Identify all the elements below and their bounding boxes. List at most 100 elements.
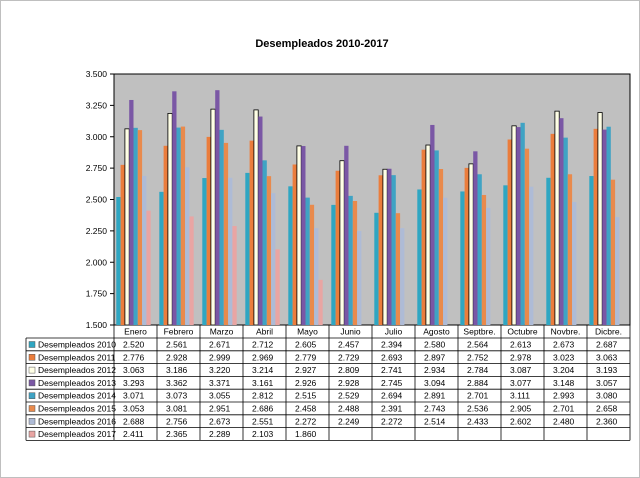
data-label: 2.745: [381, 378, 403, 388]
bar: Desempleados 2016 - Abril: 2.551: [271, 193, 276, 325]
data-label: 2.993: [553, 391, 575, 401]
data-label: 3.186: [166, 365, 188, 375]
bar: Desempleados 2011 - Abril: 2.969: [249, 140, 254, 325]
bar: Desempleados 2012 - Junio: 2.809: [339, 160, 345, 326]
x-tick-label: Marzo: [210, 327, 234, 337]
data-label: 2.891: [424, 391, 446, 401]
bar: Desempleados 2011 - Octubre: 2.978: [507, 139, 512, 325]
data-label: 3.063: [596, 352, 618, 362]
bar: Desempleados 2011 - Febrero: 2.928: [163, 145, 168, 325]
data-label: 2.809: [338, 365, 360, 375]
bar: Desempleados 2010 - Julio: 2.394: [374, 212, 379, 325]
x-tick-label: Enero: [124, 327, 147, 337]
data-label: 2.613: [510, 340, 532, 350]
bar: Desempleados 2013 - Marzo: 3.371: [215, 90, 220, 325]
bar: Desempleados 2012 - Julio: 2.741: [382, 168, 388, 326]
data-label: 2.365: [166, 429, 188, 439]
bar: Desempleados 2014 - Dicbre.: 3.080: [606, 126, 611, 326]
x-tick-label: Septbre.: [463, 327, 495, 337]
data-label: 3.063: [123, 365, 145, 375]
data-label: 2.884: [467, 378, 489, 388]
bar: Desempleados 2017 - Febrero: 2.365: [189, 216, 194, 325]
bar: Desempleados 2013 - Julio: 2.745: [387, 168, 392, 325]
data-label: 2.688: [123, 416, 145, 426]
data-label: 3.077: [510, 378, 532, 388]
legend-swatch: [28, 392, 36, 399]
data-label: 2.978: [510, 352, 532, 362]
bar: Desempleados 2016 - Marzo: 2.673: [228, 177, 233, 325]
bar: Desempleados 2011 - Julio: 2.693: [378, 175, 383, 325]
data-label: 2.693: [381, 352, 403, 362]
data-label: 2.520: [123, 340, 145, 350]
data-label: 2.580: [424, 340, 446, 350]
bar: Desempleados 2011 - Mayo: 2.779: [292, 164, 297, 325]
legend-swatch: [28, 379, 36, 387]
bar: Desempleados 2015 - Septbre.: 2.536: [481, 194, 487, 325]
data-label: 2.602: [510, 416, 532, 426]
legend-label: Desempleados 2012: [38, 365, 116, 375]
legend-swatch: [28, 341, 36, 348]
data-label: 2.411: [123, 429, 144, 439]
bar: Desempleados 2011 - Agosto: 2.897: [421, 149, 426, 325]
legend-label: Desempleados 2013: [38, 378, 116, 388]
bar: Desempleados 2012 - Octubre: 3.087: [511, 125, 517, 326]
data-label: 2.488: [338, 404, 360, 414]
bar: Desempleados 2016 - Novbre.: 2.480: [572, 202, 577, 325]
data-label: 3.148: [553, 378, 575, 388]
bar: Desempleados 2016 - Octubre: 2.602: [529, 186, 534, 325]
x-tick-label: Junio: [340, 327, 361, 337]
data-label: 1.860: [295, 429, 317, 439]
bar: Desempleados 2015 - Enero: 3.053: [137, 130, 143, 325]
bar: Desempleados 2015 - Marzo: 2.951: [223, 142, 229, 325]
bar: Desempleados 2010 - Junio: 2.457: [331, 204, 336, 325]
legend-swatch: [28, 354, 36, 361]
data-label: 2.480: [553, 416, 575, 426]
bar: Desempleados 2012 - Marzo: 3.220: [210, 108, 216, 326]
bars: Desempleados 2010 - Enero: 2.520Desemple…: [116, 90, 620, 326]
data-label: 2.701: [467, 391, 489, 401]
bar: Desempleados 2015 - Abril: 2.686: [266, 176, 272, 325]
bar: Desempleados 2012 - Mayo: 2.927: [296, 145, 302, 326]
bar: Desempleados 2015 - Agosto: 2.743: [438, 169, 444, 325]
data-label: 2.776: [123, 352, 145, 362]
x-tick-label: Julio: [385, 327, 403, 337]
x-tick-label: Novbre.: [551, 327, 581, 337]
legend-label: Desempleados 2014: [38, 391, 116, 401]
data-label: 2.457: [338, 340, 360, 350]
data-label: 2.694: [381, 391, 403, 401]
data-label: 3.087: [510, 365, 532, 375]
bar: Desempleados 2012 - Septbre.: 2.784: [468, 163, 474, 326]
data-label: 2.756: [166, 416, 188, 426]
bar: Desempleados 2015 - Dicbre.: 2.658: [610, 179, 616, 325]
data-label: 2.934: [424, 365, 446, 375]
bar: Desempleados 2010 - Enero: 2.520: [116, 196, 121, 325]
legend-label: Desempleados 2011: [38, 352, 116, 362]
data-label: 2.360: [596, 416, 618, 426]
legend-label: Desempleados 2017: [38, 429, 116, 439]
data-label: 3.193: [596, 365, 618, 375]
bar: Desempleados 2016 - Junio: 2.249: [357, 231, 362, 325]
bar: Desempleados 2013 - Mayo: 2.926: [301, 146, 306, 325]
bar: Desempleados 2011 - Enero: 2.776: [120, 164, 125, 325]
bar: Desempleados 2014 - Agosto: 2.891: [434, 150, 439, 325]
data-label: 2.743: [424, 404, 446, 414]
data-label: 2.926: [295, 378, 317, 388]
y-tick-label: 1.500: [86, 320, 108, 330]
bar: Desempleados 2010 - Abril: 2.712: [245, 172, 250, 325]
data-table: Enero Febrero Marzo Abril Mayo Junio Julio Agos…: [25, 325, 631, 441]
data-label: 3.371: [209, 378, 231, 388]
data-label: 3.071: [123, 391, 145, 401]
bar: Desempleados 2014 - Enero: 3.071: [133, 127, 138, 325]
data-label: 2.433: [467, 416, 489, 426]
bar: Desempleados 2011 - Junio: 2.729: [335, 170, 340, 325]
data-label: 2.779: [295, 352, 317, 362]
bar: Desempleados 2014 - Octubre: 3.111: [520, 122, 525, 325]
bar: Desempleados 2015 - Novbre.: 2.701: [567, 174, 573, 325]
x-tick-label: Octubre: [507, 327, 538, 337]
data-label: 2.272: [295, 416, 317, 426]
legend-label: Desempleados 2015: [38, 404, 116, 414]
bar: Desempleados 2015 - Julio: 2.391: [395, 213, 401, 325]
data-label: 2.686: [252, 404, 274, 414]
legend-label: Desempleados 2010: [38, 340, 116, 350]
bar: Desempleados 2010 - Mayo: 2.605: [288, 186, 293, 325]
